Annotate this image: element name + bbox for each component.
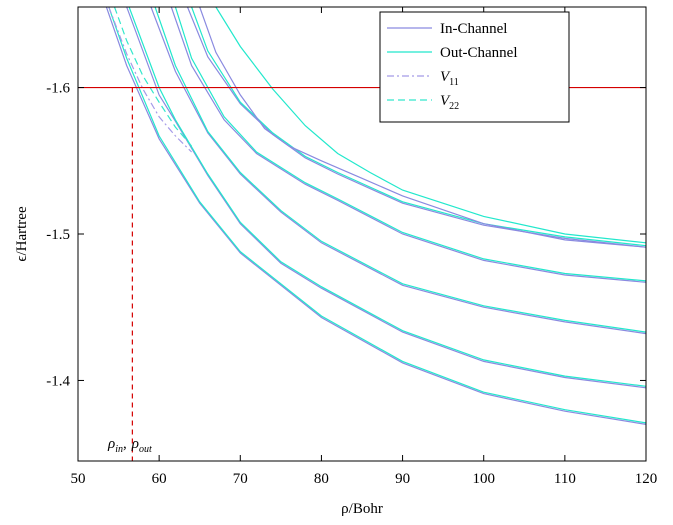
y-tick-label-0: -1.6 (46, 81, 70, 97)
x-tick-label-60: 60 (152, 471, 167, 487)
series-line-in-5 (150, 7, 646, 335)
x-axis-label: ρ/Bohr (341, 501, 383, 517)
x-tick-label-70: 70 (233, 471, 248, 487)
x-tick-label-80: 80 (314, 471, 329, 487)
series-line-in-3 (126, 7, 646, 389)
rho-annotation: ρin, ρout (107, 436, 152, 455)
y-tick-label-2: -1.4 (46, 373, 70, 389)
series-line-in-11 (199, 7, 646, 248)
series-line-out-10 (191, 7, 646, 247)
potential-line-v22 (113, 7, 193, 147)
y-tick-label-1: -1.5 (46, 227, 70, 243)
legend-label-v22: V22 (440, 93, 459, 112)
series-line-out-6 (154, 7, 646, 333)
rho-out-symbol: ρ (131, 436, 139, 452)
legend-label-in: In-Channel (440, 21, 507, 37)
legend-label-v11: V11 (440, 69, 459, 88)
series-line-in-7 (170, 7, 646, 283)
x-tick-label-110: 110 (554, 471, 576, 487)
y-axis-label: ϵ/Hartree (14, 206, 30, 262)
curves-layer (105, 7, 646, 425)
x-tick-label-100: 100 (472, 471, 495, 487)
x-tick-label-50: 50 (71, 471, 86, 487)
rho-in-subscript: in (115, 444, 123, 455)
x-tick-label-120: 120 (635, 471, 658, 487)
legend-label-out: Out-Channel (440, 45, 517, 61)
rho-separator: , (123, 436, 127, 452)
legend: In-Channel Out-Channel V11 V22 (379, 11, 570, 123)
rho-in-symbol: ρ (107, 436, 115, 452)
rho-out-subscript: out (139, 444, 152, 455)
legend-box (379, 11, 570, 123)
ticks-layer: 50 60 70 80 90 100 110 120 -1.6 -1.5 -1.4 (46, 7, 657, 487)
x-tick-label-90: 90 (395, 471, 410, 487)
series-line-out-2 (108, 7, 646, 424)
series-line-out-12 (215, 7, 646, 244)
potential-line-v11 (108, 7, 193, 153)
svg-text:ρin,ρout: ρin, ρout (107, 436, 152, 455)
series-line-out-4 (128, 7, 646, 387)
series-line-in-1 (105, 7, 646, 425)
